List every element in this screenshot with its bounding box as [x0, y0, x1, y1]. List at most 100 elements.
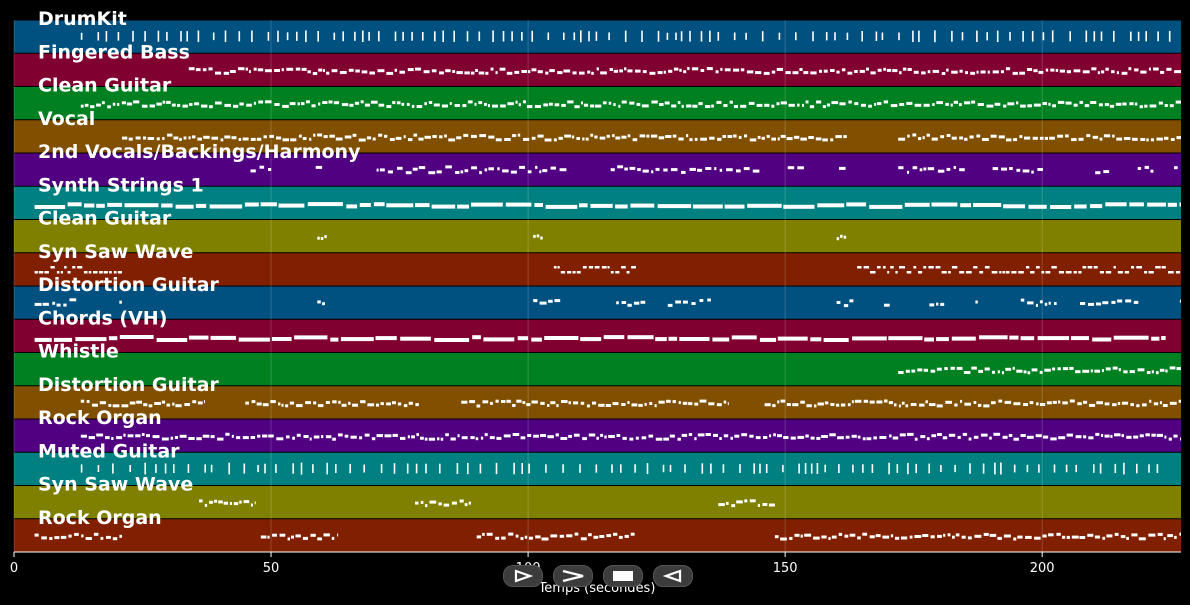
note [622, 436, 627, 440]
note [603, 335, 625, 340]
note [439, 135, 443, 139]
note [245, 401, 249, 405]
note [594, 135, 598, 139]
note [352, 133, 357, 137]
note [895, 536, 900, 540]
track-lane [14, 253, 1181, 286]
note [195, 68, 201, 72]
note [841, 68, 846, 72]
note [527, 434, 532, 437]
note [1045, 68, 1049, 72]
note [705, 105, 711, 108]
note [716, 100, 722, 104]
note [326, 71, 330, 75]
note [825, 32, 828, 41]
note [265, 100, 272, 104]
note [322, 101, 328, 104]
note [531, 400, 538, 404]
note [561, 103, 566, 107]
note [633, 301, 640, 305]
rewind-button[interactable] [653, 565, 693, 587]
note [1004, 400, 1012, 404]
note [573, 32, 576, 41]
note [583, 103, 589, 107]
note [392, 433, 398, 437]
note [1161, 336, 1166, 340]
note [56, 271, 60, 274]
note [777, 137, 780, 141]
note [475, 437, 479, 441]
note [1114, 463, 1117, 474]
note [701, 463, 704, 474]
track-lane [14, 452, 1181, 485]
note [1178, 399, 1181, 403]
note [568, 434, 572, 438]
note [957, 435, 961, 439]
note [1036, 402, 1039, 406]
note [816, 436, 821, 440]
note [1123, 462, 1125, 475]
note [651, 170, 654, 174]
note [780, 399, 786, 403]
note [1169, 104, 1174, 108]
note [1078, 271, 1082, 274]
note [612, 402, 619, 406]
note [596, 436, 599, 440]
note [1111, 300, 1116, 304]
note [1005, 67, 1011, 71]
note [830, 69, 835, 72]
note [621, 403, 626, 406]
note [846, 32, 849, 40]
note [1033, 103, 1041, 107]
note [730, 436, 733, 440]
note [564, 134, 572, 138]
play-button[interactable] [503, 565, 543, 587]
note [884, 303, 890, 307]
note [870, 71, 876, 75]
note [1112, 366, 1118, 370]
note [432, 135, 437, 138]
note [1079, 536, 1086, 539]
note [857, 536, 861, 540]
note [862, 532, 868, 536]
note [986, 32, 988, 41]
note [175, 204, 194, 209]
note [1139, 434, 1144, 438]
note [851, 434, 857, 438]
note [1071, 138, 1077, 142]
x-axis: 050100150200 [10, 551, 1181, 576]
note [373, 202, 385, 207]
note [386, 71, 394, 75]
note [1066, 433, 1073, 437]
note [317, 31, 319, 42]
track-notes [188, 67, 1181, 75]
note [879, 436, 887, 439]
note [580, 30, 582, 43]
note [1020, 104, 1026, 108]
note [246, 103, 252, 107]
note [937, 433, 942, 436]
note [680, 31, 683, 42]
note [495, 462, 498, 475]
note [501, 400, 506, 403]
note [268, 168, 272, 171]
note [979, 271, 984, 274]
note [88, 271, 92, 274]
note [378, 103, 385, 107]
track-notes [317, 234, 847, 241]
note [914, 103, 922, 107]
forward-button[interactable] [553, 565, 593, 587]
note [1148, 67, 1151, 71]
note [1054, 302, 1057, 305]
note [579, 464, 581, 473]
note [1044, 302, 1048, 306]
note [844, 534, 849, 538]
note [271, 337, 292, 341]
note [800, 534, 803, 538]
note [122, 136, 128, 140]
note [1039, 370, 1043, 374]
note [364, 103, 370, 107]
note [945, 102, 949, 106]
note [629, 437, 634, 441]
stop-button[interactable] [603, 565, 643, 587]
